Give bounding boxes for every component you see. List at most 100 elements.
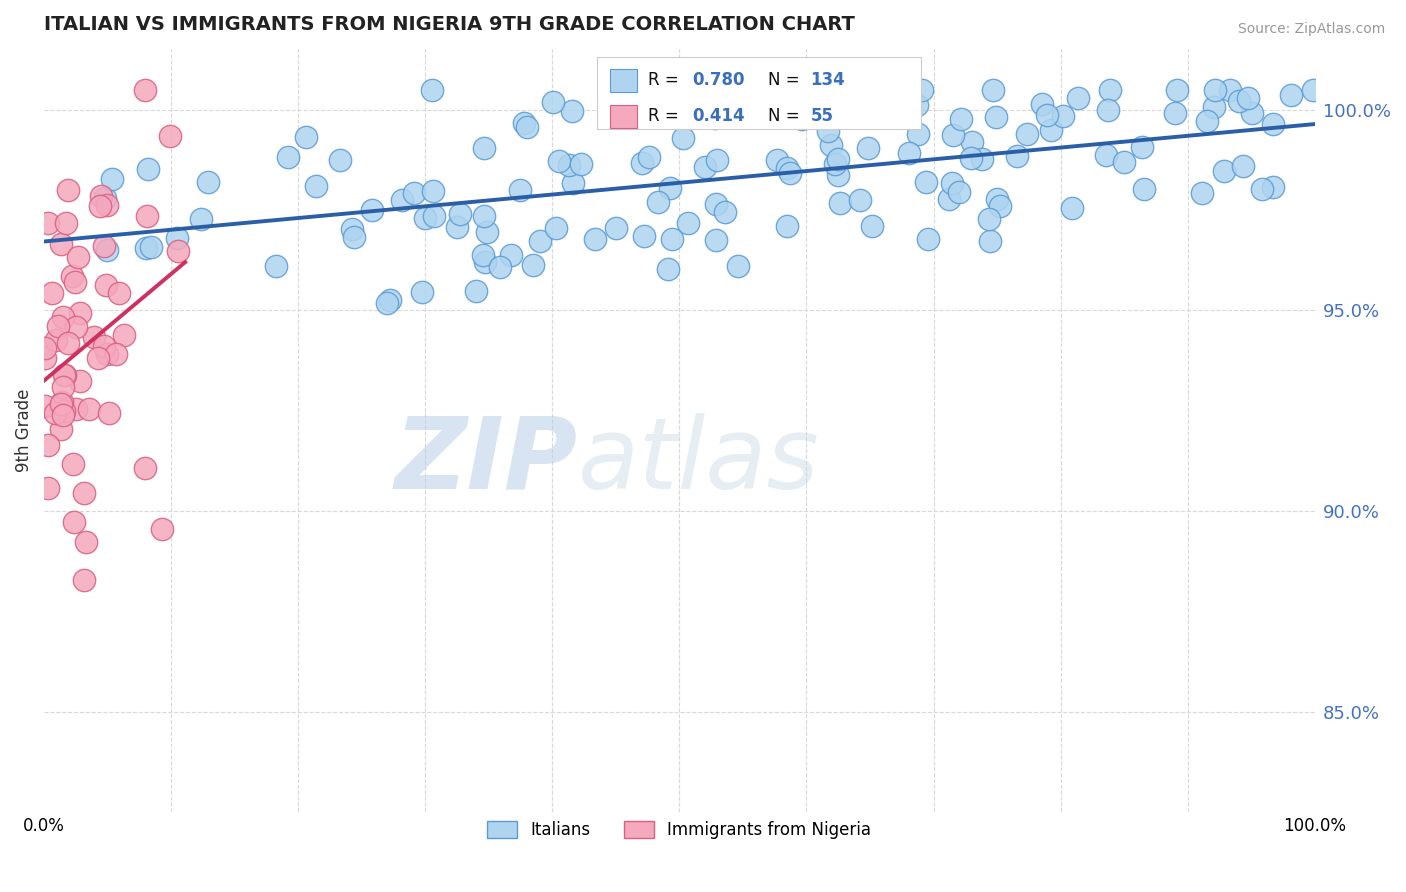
Point — [1232, 159, 1254, 173]
Point — [516, 120, 538, 134]
Point — [86, 351, 108, 366]
Point — [135, 240, 157, 254]
Point — [848, 193, 870, 207]
Point — [90, 189, 112, 203]
Point — [489, 260, 512, 274]
Point — [960, 151, 983, 165]
Point — [1164, 105, 1187, 120]
Point — [264, 259, 287, 273]
Point — [167, 244, 190, 259]
Point — [1218, 82, 1240, 96]
Point — [56, 335, 79, 350]
Point — [134, 82, 156, 96]
Point — [93, 239, 115, 253]
Point — [329, 153, 352, 167]
FancyBboxPatch shape — [610, 69, 637, 92]
Text: Source: ZipAtlas.com: Source: ZipAtlas.com — [1237, 22, 1385, 37]
Point — [1067, 91, 1090, 105]
Point — [1302, 82, 1324, 96]
Point — [464, 284, 486, 298]
Point — [51, 422, 73, 436]
Point — [986, 110, 1008, 124]
Point — [96, 278, 118, 293]
Point — [541, 95, 564, 110]
Point — [277, 150, 299, 164]
Text: R =: R = — [648, 71, 683, 89]
Point — [474, 255, 496, 269]
Point — [37, 216, 59, 230]
Point — [706, 153, 728, 167]
Point — [661, 232, 683, 246]
Point — [704, 233, 727, 247]
Point — [391, 193, 413, 207]
Point — [52, 380, 75, 394]
Point — [1166, 82, 1188, 96]
Point — [34, 399, 56, 413]
Point — [704, 197, 727, 211]
Point — [1052, 109, 1074, 123]
Point — [509, 183, 531, 197]
Point — [69, 374, 91, 388]
Point — [547, 154, 569, 169]
Point — [96, 347, 118, 361]
Point — [342, 222, 364, 236]
Point — [41, 286, 63, 301]
Point — [135, 210, 157, 224]
Point — [446, 219, 468, 234]
Point — [981, 82, 1004, 96]
Point — [34, 351, 56, 366]
Point — [52, 409, 75, 423]
Point — [704, 111, 727, 125]
Point — [790, 112, 813, 126]
Text: N =: N = — [768, 71, 806, 89]
Point — [1060, 202, 1083, 216]
Point — [1191, 186, 1213, 200]
Point — [630, 155, 652, 169]
Point — [499, 248, 522, 262]
Point — [73, 486, 96, 500]
Point — [638, 151, 661, 165]
Point — [66, 250, 89, 264]
Point — [860, 219, 883, 234]
Point — [605, 221, 627, 235]
Point — [55, 216, 77, 230]
Text: atlas: atlas — [578, 413, 820, 509]
Text: 0.414: 0.414 — [692, 107, 745, 126]
Point — [830, 195, 852, 210]
FancyBboxPatch shape — [596, 57, 921, 129]
Point — [37, 437, 59, 451]
Point — [911, 83, 934, 97]
Point — [779, 165, 801, 179]
Point — [827, 152, 849, 166]
Point — [77, 401, 100, 416]
Point — [561, 104, 583, 119]
Point — [949, 112, 972, 127]
Text: 0.780: 0.780 — [692, 71, 745, 89]
Point — [941, 176, 963, 190]
Point — [190, 212, 212, 227]
Point — [51, 394, 73, 409]
Point — [1261, 180, 1284, 194]
Legend: Italians, Immigrants from Nigeria: Italians, Immigrants from Nigeria — [481, 814, 879, 846]
Point — [713, 205, 735, 219]
Point — [1204, 82, 1226, 96]
Point — [1130, 140, 1153, 154]
Point — [1031, 97, 1053, 112]
Point — [1227, 94, 1250, 108]
Point — [1097, 103, 1119, 117]
Point — [979, 212, 1001, 227]
Point — [49, 236, 72, 251]
Point — [647, 194, 669, 209]
Point — [413, 211, 436, 225]
Point — [776, 219, 799, 233]
Point — [569, 157, 592, 171]
Point — [607, 101, 630, 115]
Point — [583, 232, 606, 246]
Point — [375, 296, 398, 310]
Point — [851, 94, 873, 108]
Point — [1202, 100, 1225, 114]
Point — [657, 261, 679, 276]
Point — [46, 319, 69, 334]
Point — [1095, 148, 1118, 162]
Point — [65, 275, 87, 289]
